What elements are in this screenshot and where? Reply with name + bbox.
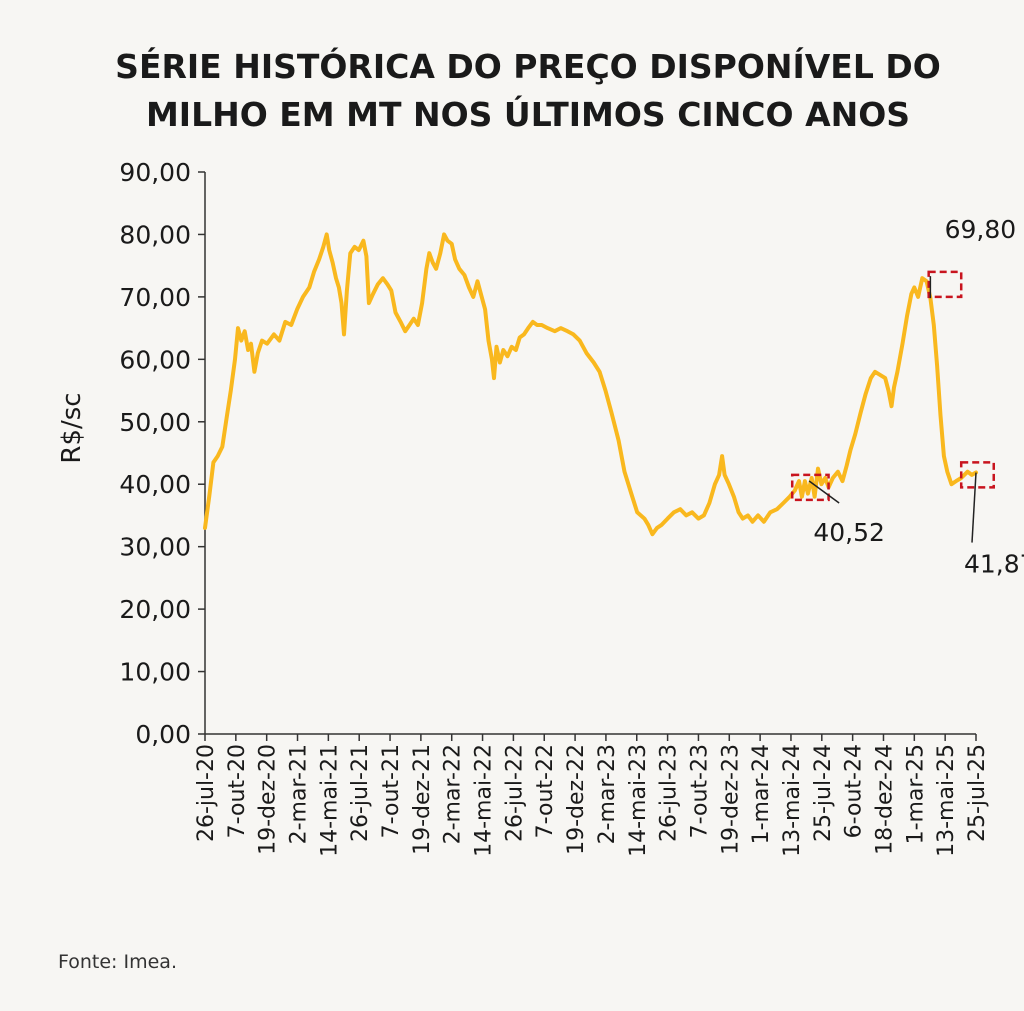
x-tick-label: 7-out-20 xyxy=(225,744,250,838)
y-tick-label: 0,00 xyxy=(135,720,191,749)
x-tick-label: 1-mar-24 xyxy=(749,744,774,844)
x-tick-label: 2-mar-21 xyxy=(287,744,312,844)
chart-title-line-1: SÉRIE HISTÓRICA DO PREÇO DISPONÍVEL DO xyxy=(115,46,941,86)
x-tick-label: 13-mai-24 xyxy=(780,744,805,857)
annotation-label: 40,52 xyxy=(813,518,885,547)
y-tick-label: 30,00 xyxy=(119,533,191,562)
y-tick-label: 70,00 xyxy=(119,283,191,312)
y-tick-label: 60,00 xyxy=(119,345,191,374)
x-tick-label: 14-mai-22 xyxy=(472,744,497,857)
x-tick-label: 7-out-23 xyxy=(687,744,712,838)
x-axis: 26-jul-20 7-out-20 19-dez-20 2-mar-21 14-mai… xyxy=(194,733,990,857)
x-tick-label: 6-out-24 xyxy=(842,744,867,838)
highlight-box xyxy=(927,270,963,299)
x-tick-label: 2-mar-22 xyxy=(441,744,466,844)
highlight-box xyxy=(790,473,830,502)
x-tick-label: 19-dez-20 xyxy=(256,744,281,855)
annotation-leader xyxy=(971,472,977,543)
x-tick-label: 1-mar-25 xyxy=(903,744,928,844)
annotations: 69,80 40,52 41,87 xyxy=(808,215,1024,579)
y-tick-label: 80,00 xyxy=(119,220,191,249)
y-axis-label: R$/sc xyxy=(57,392,87,463)
annotation-leader xyxy=(808,480,840,504)
x-tick-label: 26-jul-21 xyxy=(348,744,373,842)
y-tick-label: 40,00 xyxy=(119,470,191,499)
y-tick-label: 50,00 xyxy=(119,408,191,437)
price-series-line xyxy=(203,232,978,537)
x-tick-label: 19-dez-23 xyxy=(718,744,743,855)
chart-title-line-2: MILHO EM MT NOS ÚLTIMOS CINCO ANOS xyxy=(146,94,910,134)
source-note: Fonte: Imea. xyxy=(58,951,177,973)
highlight-box xyxy=(959,461,995,489)
y-tick-label: 20,00 xyxy=(119,595,191,624)
highlight-boxes xyxy=(790,270,995,502)
x-tick-label: 25-jul-24 xyxy=(811,744,836,842)
series-group xyxy=(203,232,978,537)
x-tick-label: 14-mai-23 xyxy=(626,744,651,857)
x-tick-label: 18-dez-24 xyxy=(872,744,897,855)
x-tick-label: 19-dez-21 xyxy=(410,744,435,855)
x-tick-label: 26-jul-20 xyxy=(194,744,219,842)
x-tick-label: 26-jul-22 xyxy=(502,744,527,842)
y-tick-label: 90,00 xyxy=(119,158,191,187)
x-tick-label: 7-out-21 xyxy=(379,744,404,838)
annotation-label: 41,87 xyxy=(964,550,1024,579)
x-tick-label: 25-jul-25 xyxy=(965,744,990,842)
x-tick-label: 19-dez-22 xyxy=(564,744,589,855)
y-tick-label: 10,00 xyxy=(119,658,191,687)
chart-title: SÉRIE HISTÓRICA DO PREÇO DISPONÍVEL DO M… xyxy=(115,46,941,134)
x-tick-label: 7-out-22 xyxy=(533,744,558,838)
annotation-label: 69,80 xyxy=(945,215,1017,244)
x-tick-label: 13-mai-25 xyxy=(934,744,959,857)
x-tick-label: 26-jul-23 xyxy=(657,744,682,842)
y-axis: 0,00 10,00 20,00 30,00 40,00 50,00 60,00 70,00 8… xyxy=(119,158,206,749)
x-tick-label: 2-mar-23 xyxy=(595,744,620,844)
x-tick-label: 14-mai-21 xyxy=(317,744,342,857)
